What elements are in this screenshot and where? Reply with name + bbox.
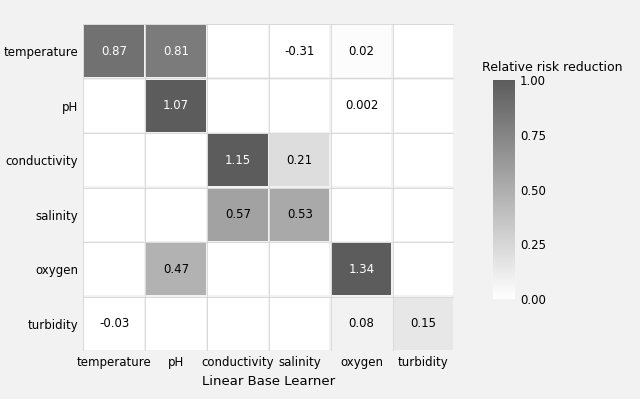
Bar xyxy=(147,134,205,186)
Text: 0.002: 0.002 xyxy=(345,99,378,112)
Bar xyxy=(270,79,330,132)
Bar xyxy=(84,25,144,77)
Bar xyxy=(332,25,391,77)
Bar xyxy=(270,25,330,77)
Bar xyxy=(147,189,205,241)
Bar xyxy=(394,298,453,350)
Text: -0.31: -0.31 xyxy=(285,45,315,58)
Text: 0.02: 0.02 xyxy=(349,45,374,58)
Bar xyxy=(332,79,391,132)
X-axis label: Linear Base Learner: Linear Base Learner xyxy=(202,375,335,387)
Text: Relative risk reduction: Relative risk reduction xyxy=(482,61,622,75)
Bar xyxy=(208,134,268,186)
Bar xyxy=(394,298,453,350)
Text: -0.03: -0.03 xyxy=(99,317,129,330)
Bar xyxy=(270,25,330,77)
Text: 0.57: 0.57 xyxy=(225,208,251,221)
Bar xyxy=(332,298,391,350)
Bar xyxy=(84,79,144,132)
Text: 0.21: 0.21 xyxy=(287,154,313,167)
Text: 0.47: 0.47 xyxy=(163,263,189,276)
Text: 0.15: 0.15 xyxy=(410,317,436,330)
Bar xyxy=(332,298,391,350)
Bar xyxy=(332,79,391,132)
Bar xyxy=(208,25,268,77)
Text: 1.15: 1.15 xyxy=(225,154,251,167)
Bar xyxy=(270,134,330,186)
Bar xyxy=(147,25,205,77)
Bar xyxy=(208,189,268,241)
Bar xyxy=(84,25,144,77)
Bar xyxy=(147,243,205,296)
Text: 0.87: 0.87 xyxy=(101,45,127,58)
Text: 0.81: 0.81 xyxy=(163,45,189,58)
Bar xyxy=(208,243,268,296)
Bar xyxy=(332,25,391,77)
Bar xyxy=(84,298,144,350)
Bar xyxy=(332,243,391,296)
Bar xyxy=(270,189,330,241)
Bar xyxy=(270,298,330,350)
Bar xyxy=(84,134,144,186)
Bar xyxy=(84,298,144,350)
Bar xyxy=(270,243,330,296)
Bar xyxy=(332,189,391,241)
Text: 1.07: 1.07 xyxy=(163,99,189,112)
Text: 1.34: 1.34 xyxy=(349,263,374,276)
Bar xyxy=(394,134,453,186)
Bar xyxy=(208,298,268,350)
Text: 0.08: 0.08 xyxy=(349,317,374,330)
Bar xyxy=(147,243,205,296)
Bar xyxy=(270,189,330,241)
Bar xyxy=(208,189,268,241)
Bar xyxy=(332,134,391,186)
Bar xyxy=(394,79,453,132)
Bar xyxy=(147,79,205,132)
Text: 0.53: 0.53 xyxy=(287,208,313,221)
Bar xyxy=(394,25,453,77)
Bar xyxy=(208,79,268,132)
Bar xyxy=(270,134,330,186)
Bar xyxy=(394,243,453,296)
Bar xyxy=(394,189,453,241)
Bar xyxy=(84,189,144,241)
Bar xyxy=(147,25,205,77)
Bar xyxy=(147,79,205,132)
Bar xyxy=(147,298,205,350)
Bar xyxy=(208,134,268,186)
Bar xyxy=(332,243,391,296)
Bar xyxy=(84,243,144,296)
